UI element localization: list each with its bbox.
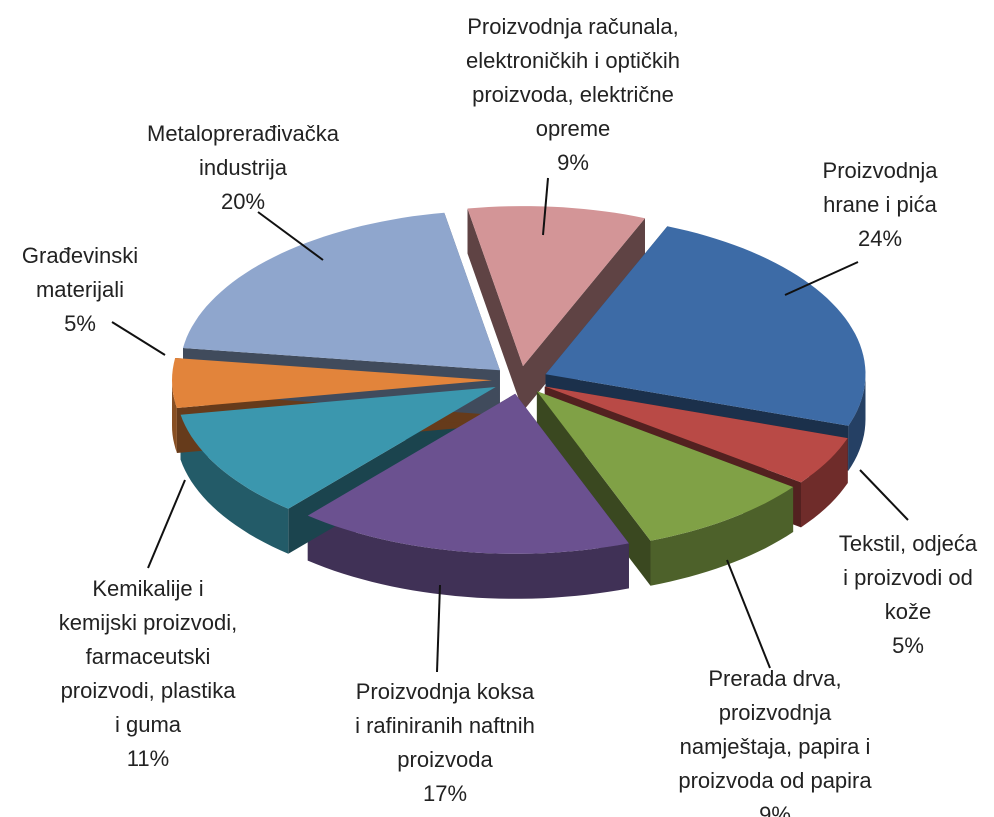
slice-label: proizvodi, plastika: [61, 678, 237, 703]
slice-label: Prerada drva,: [708, 666, 841, 691]
slice-label: Proizvodnja: [823, 158, 939, 183]
slice-label: proizvoda, električne: [472, 82, 674, 107]
slice: [544, 386, 848, 483]
slice-label: i proizvodi od: [843, 565, 973, 590]
leader-line: [111, 321, 166, 356]
value-label: 5%: [892, 633, 924, 658]
leader-line: [147, 479, 186, 569]
slice-label: kože: [885, 599, 931, 624]
slice-label: kemijski proizvodi,: [59, 610, 238, 635]
slice-label: proizvodnja: [719, 700, 832, 725]
slice-label: Građevinski: [22, 243, 138, 268]
value-label: 11%: [127, 746, 169, 771]
slice-label: opreme: [536, 116, 611, 141]
slice-side: [650, 487, 794, 586]
slice-side: [848, 374, 866, 471]
slice-side: [180, 414, 289, 554]
value-label: 20%: [221, 189, 265, 214]
slice: [172, 358, 492, 408]
value-label: 9%: [557, 150, 589, 175]
slice-edge: [467, 208, 523, 412]
slice: [183, 212, 500, 371]
leader-line: [859, 469, 909, 521]
value-label: 5%: [64, 311, 96, 336]
slice-label: Proizvodnja koksa: [356, 679, 535, 704]
slice-label: Proizvodnja računala,: [467, 14, 679, 39]
slice-label: industrija: [199, 155, 288, 180]
leader-line: [784, 261, 859, 296]
leader-line: [542, 177, 549, 236]
slice-label: farmaceutski: [86, 644, 211, 669]
slice-label: Metaloprerađivačka: [147, 121, 340, 146]
slice-edge: [523, 218, 645, 412]
slice: [307, 393, 629, 554]
slice-label: materijali: [36, 277, 124, 302]
slice-side: [172, 380, 177, 453]
slice-label: Kemikalije i: [92, 576, 203, 601]
slice-label: i guma: [115, 712, 182, 737]
slice: [180, 387, 496, 509]
slice-side: [307, 515, 629, 599]
slice-label: i rafiniranih naftnih: [355, 713, 535, 738]
value-label: 9%: [759, 802, 791, 817]
slice: [545, 226, 866, 426]
value-label: 24%: [858, 226, 902, 251]
slice-side: [801, 438, 848, 528]
slice-label: Tekstil, odjeća: [839, 531, 978, 556]
slice-label: elektroničkih i optičkih: [466, 48, 680, 73]
slice-label: proizvoda od papira: [678, 768, 872, 793]
slice-label: hrane i pića: [823, 192, 938, 217]
leader-line: [257, 211, 324, 261]
tops: [172, 206, 866, 554]
slice: [536, 391, 794, 541]
slice: [467, 206, 645, 367]
value-label: 17%: [423, 781, 467, 806]
leader-line: [726, 559, 771, 669]
slice-label: proizvoda: [397, 747, 493, 772]
leader-line: [436, 584, 441, 673]
slice-label: namještaja, papira i: [680, 734, 871, 759]
